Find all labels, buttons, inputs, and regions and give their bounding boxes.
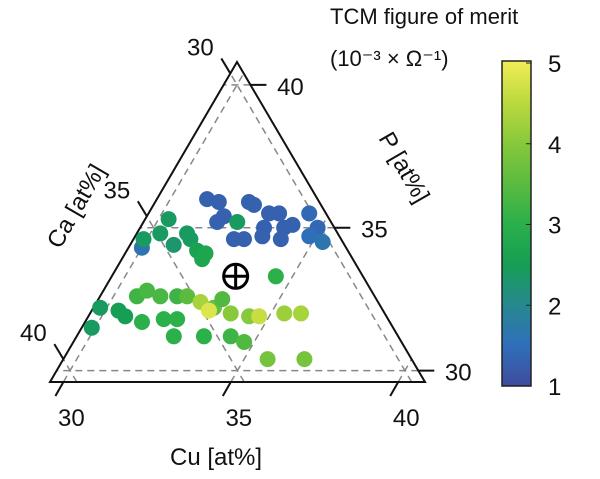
data-point: [117, 308, 134, 325]
data-point: [229, 214, 246, 230]
left-axis-label: Ca [at%]: [42, 160, 111, 253]
data-point: [160, 211, 177, 228]
colorbar-tick-label: 1: [548, 374, 561, 401]
colorbar-title-line2: (10⁻³ × Ω⁻¹): [330, 46, 449, 71]
data-point: [272, 231, 289, 248]
data-point: [179, 288, 196, 305]
data-point: [284, 216, 301, 233]
data-point: [251, 308, 268, 325]
data-point: [222, 305, 239, 322]
data-point: [214, 291, 231, 308]
colorbar-tick-label: 4: [548, 132, 561, 159]
data-point: [245, 196, 262, 213]
data-point: [194, 251, 211, 268]
data-point: [301, 205, 318, 222]
ca-axis-tick-label: 30: [187, 34, 214, 61]
data-point: [215, 208, 232, 225]
triangle-frame: [48, 60, 427, 383]
p-axis-tick-label: 30: [445, 360, 472, 387]
colorbar-tick-label: 5: [548, 51, 561, 78]
data-point: [133, 314, 150, 330]
data-points: [83, 191, 331, 368]
ca-axis-tick: [220, 57, 232, 74]
data-point: [301, 228, 318, 245]
colorbar-ticks: 1 2 3 4 5: [526, 51, 561, 401]
data-point: [296, 351, 313, 368]
data-point: [152, 288, 169, 305]
data-point: [165, 236, 182, 253]
axis-ticks: 30 35 40 30 35 40 30 35 40: [20, 34, 472, 432]
bottom-axis-label: Cu [at%]: [170, 444, 262, 471]
cu-axis-tick: [54, 381, 65, 397]
colorbar: [501, 60, 532, 387]
cu-axis-tick-label: 30: [58, 405, 85, 432]
cu-axis-tick: [221, 381, 232, 397]
cu-axis-tick-label: 35: [225, 405, 252, 432]
data-point: [293, 305, 310, 322]
data-point: [138, 282, 155, 299]
ca-axis-tick: [53, 343, 65, 360]
data-point: [152, 225, 169, 242]
ca-axis-tick-label: 40: [20, 320, 47, 347]
grid-line-ca: [62, 358, 78, 383]
cu-axis-tick-label: 40: [393, 405, 420, 432]
data-point: [210, 194, 227, 210]
colorbar-tick-label: 2: [548, 293, 561, 320]
data-point: [155, 311, 172, 328]
p-axis-tick-label: 40: [277, 74, 304, 101]
data-point: [135, 231, 152, 248]
data-point: [235, 231, 252, 248]
data-point: [195, 328, 212, 345]
p-axis-tick-label: 35: [361, 217, 388, 244]
triangle-outline: [48, 60, 427, 383]
cu-axis-tick: [389, 381, 400, 397]
data-point: [92, 299, 109, 316]
data-point: [165, 328, 182, 345]
colorbar-title-line1: TCM figure of merit: [330, 4, 518, 29]
data-point: [222, 328, 239, 345]
data-point: [236, 334, 253, 350]
data-point: [267, 268, 284, 285]
data-point: [83, 319, 100, 336]
data-point: [276, 305, 293, 322]
data-point: [169, 311, 186, 328]
ca-axis-tick: [136, 200, 148, 217]
data-point: [314, 234, 331, 250]
colorbar-tick-label: 3: [548, 213, 561, 240]
ca-axis-tick-label: 35: [103, 177, 130, 204]
data-point: [271, 205, 288, 222]
data-point: [259, 351, 276, 368]
data-point: [200, 302, 217, 319]
grid-line-cu: [397, 358, 413, 383]
reference-marker-circle-plus-icon: [222, 262, 250, 290]
data-point: [254, 228, 271, 245]
right-axis-label: P [at%]: [373, 128, 435, 208]
